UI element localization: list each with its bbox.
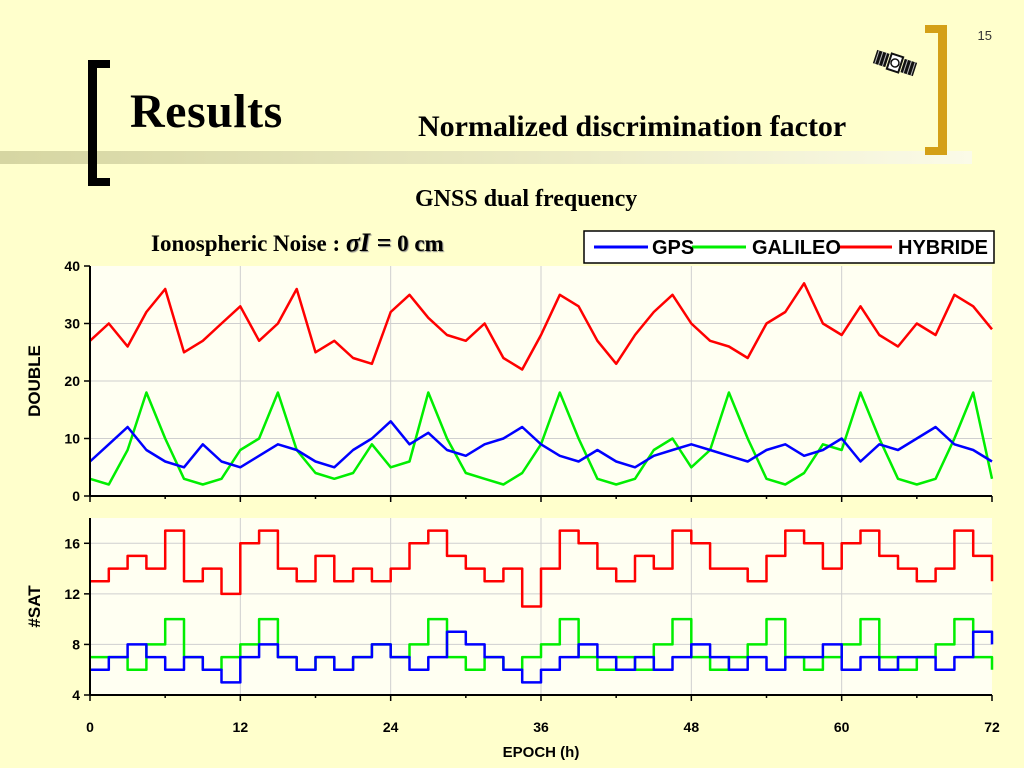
x-tick-label: 60 [834, 719, 850, 735]
chart-heading: GNSS dual frequency [415, 186, 638, 212]
right-bracket [938, 25, 947, 155]
y-tick-label: 10 [64, 431, 80, 447]
legend [583, 230, 995, 264]
x-axis-label: EPOCH (h) [503, 744, 580, 761]
left-bracket-bottom [88, 178, 110, 186]
series-line-hybride [90, 529, 994, 608]
satellite-icon [872, 49, 918, 77]
right-bracket-bottom [925, 147, 947, 155]
y-tick-label: 16 [64, 535, 80, 551]
y-axis-label: DOUBLE [25, 345, 44, 417]
slide-subtitle: Normalized discrimination factor [418, 110, 847, 143]
y-tick-label: 12 [64, 586, 80, 602]
series-line-gps [89, 420, 993, 469]
page-number: 15 [977, 28, 992, 43]
legend-label-galileo: GALILEO [752, 237, 841, 259]
legend-box [583, 230, 995, 264]
series-line-hybride [89, 282, 993, 371]
y-tick-label: 20 [64, 373, 80, 389]
x-tick-label: 48 [684, 719, 700, 735]
series-line-gps [90, 630, 994, 684]
header-band [0, 151, 972, 164]
series-line-galileo [90, 617, 994, 671]
y-tick-label: 30 [64, 316, 80, 332]
x-tick-label: 12 [233, 719, 249, 735]
noise-value: 0 cm [397, 231, 444, 256]
y-tick-label: 40 [64, 258, 80, 274]
y-tick-label: 4 [72, 687, 80, 703]
sigma-symbol: σI = [345, 228, 392, 257]
panel-bottom [84, 518, 994, 701]
noise-label-text: Ionospheric Noise : [151, 231, 341, 256]
y-tick-label: 0 [72, 488, 80, 504]
y-tick-label: 8 [72, 636, 80, 652]
right-bracket-top [925, 25, 947, 33]
left-bracket-top [88, 60, 110, 68]
y-axis-label: #SAT [25, 585, 44, 628]
legend-label-gps: GPS [652, 237, 694, 259]
noise-label: Ionospheric Noise : σI = 0 cm [151, 228, 444, 258]
slide-title: Results [130, 85, 283, 138]
panel-top [84, 265, 994, 502]
x-tick-label: 0 [86, 719, 94, 735]
x-tick-label: 36 [533, 719, 549, 735]
x-tick-label: 72 [984, 719, 1000, 735]
x-tick-label: 24 [383, 719, 399, 735]
left-bracket [88, 60, 97, 186]
legend-label-hybride: HYBRIDE [898, 237, 988, 259]
